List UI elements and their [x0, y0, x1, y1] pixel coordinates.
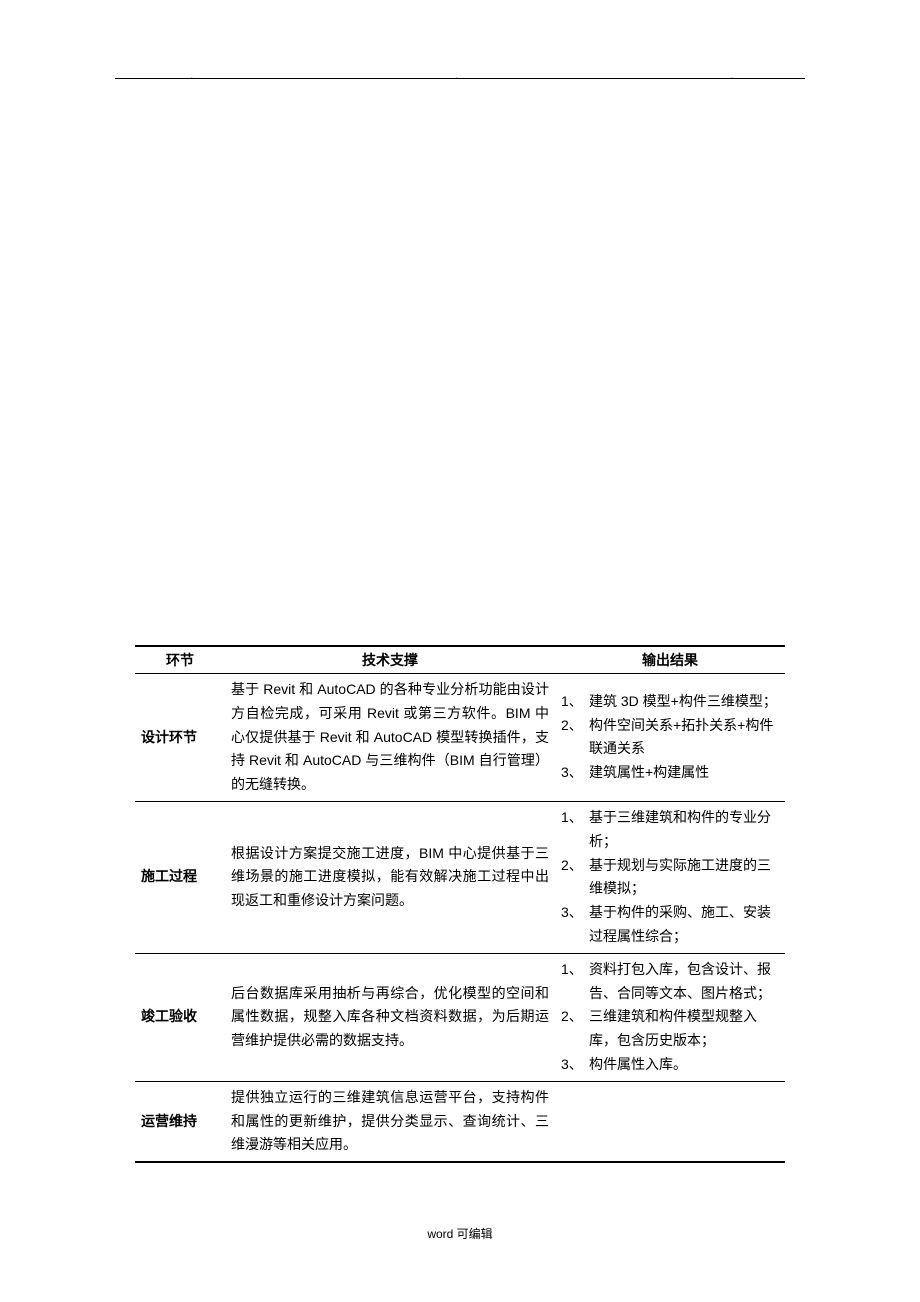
- output-number: 2、: [561, 1005, 589, 1029]
- table-row: 竣工验收后台数据库采用抽析与再综合，优化模型的空间和属性数据，规整入库各种文档资…: [135, 953, 785, 1081]
- list-item: 3、建筑属性+构建属性: [561, 761, 779, 785]
- tech-cell: 根据设计方案提交施工进度，BIM 中心提供基于三维场景的施工进度模拟，能有效解决…: [225, 801, 555, 953]
- output-text: 基于规划与实际施工进度的三维模拟；: [589, 854, 779, 902]
- output-list: 1、基于三维建筑和构件的专业分析；2、基于规划与实际施工进度的三维模拟；3、基于…: [561, 806, 779, 949]
- header-phase: 环节: [135, 646, 225, 674]
- output-cell: 1、资料打包入库，包含设计、报告、合同等文本、图片格式；2、三维建筑和构件模型规…: [555, 953, 785, 1081]
- tech-cell: 后台数据库采用抽析与再综合，优化模型的空间和属性数据，规整入库各种文档资料数据，…: [225, 953, 555, 1081]
- output-number: 3、: [561, 761, 589, 785]
- output-number: 1、: [561, 958, 589, 982]
- output-number: 1、: [561, 806, 589, 830]
- output-text: 基于构件的采购、施工、安装过程属性综合；: [589, 901, 779, 949]
- output-list: 1、资料打包入库，包含设计、报告、合同等文本、图片格式；2、三维建筑和构件模型规…: [561, 958, 779, 1077]
- header-dot-3: .: [730, 68, 733, 82]
- output-number: 3、: [561, 901, 589, 925]
- list-item: 3、构件属性入库。: [561, 1053, 779, 1077]
- output-text: 建筑属性+构建属性: [589, 761, 779, 785]
- output-number: 3、: [561, 1053, 589, 1077]
- list-item: 1、建筑 3D 模型+构件三维模型；: [561, 690, 779, 714]
- output-list: 1、建筑 3D 模型+构件三维模型；2、构件空间关系+拓扑关系+构件联通关系3、…: [561, 690, 779, 785]
- header-tech: 技术支撑: [225, 646, 555, 674]
- list-item: 1、资料打包入库，包含设计、报告、合同等文本、图片格式；: [561, 958, 779, 1006]
- output-text: 资料打包入库，包含设计、报告、合同等文本、图片格式；: [589, 958, 779, 1006]
- output-text: 构件空间关系+拓扑关系+构件联通关系: [589, 714, 779, 762]
- output-text: 基于三维建筑和构件的专业分析；: [589, 806, 779, 854]
- phase-cell: 设计环节: [135, 674, 225, 802]
- tech-cell: 提供独立运行的三维建筑信息运营平台，支持构件和属性的更新维护，提供分类显示、查询…: [225, 1081, 555, 1162]
- phase-cell: 施工过程: [135, 801, 225, 953]
- header-dot-2: .: [455, 68, 458, 82]
- output-number: 2、: [561, 714, 589, 738]
- table-row: 施工过程根据设计方案提交施工进度，BIM 中心提供基于三维场景的施工进度模拟，能…: [135, 801, 785, 953]
- footer-text: word 可编辑: [0, 1225, 920, 1242]
- main-table-container: 环节 技术支撑 输出结果 设计环节基于 Revit 和 AutoCAD 的各种专…: [135, 645, 785, 1163]
- header-output: 输出结果: [555, 646, 785, 674]
- output-text: 建筑 3D 模型+构件三维模型；: [589, 690, 779, 714]
- output-text: 三维建筑和构件模型规整入库，包含历史版本；: [589, 1005, 779, 1053]
- output-cell: [555, 1081, 785, 1162]
- output-cell: 1、建筑 3D 模型+构件三维模型；2、构件空间关系+拓扑关系+构件联通关系3、…: [555, 674, 785, 802]
- phase-cell: 竣工验收: [135, 953, 225, 1081]
- table-row: 设计环节基于 Revit 和 AutoCAD 的各种专业分析功能由设计方自检完成…: [135, 674, 785, 802]
- list-item: 2、三维建筑和构件模型规整入库，包含历史版本；: [561, 1005, 779, 1053]
- output-text: 构件属性入库。: [589, 1053, 779, 1077]
- tech-cell: 基于 Revit 和 AutoCAD 的各种专业分析功能由设计方自检完成，可采用…: [225, 674, 555, 802]
- output-cell: 1、基于三维建筑和构件的专业分析；2、基于规划与实际施工进度的三维模拟；3、基于…: [555, 801, 785, 953]
- output-number: 2、: [561, 854, 589, 878]
- phase-cell: 运营维持: [135, 1081, 225, 1162]
- header-dot-1: .: [190, 68, 193, 82]
- list-item: 2、构件空间关系+拓扑关系+构件联通关系: [561, 714, 779, 762]
- list-item: 1、基于三维建筑和构件的专业分析；: [561, 806, 779, 854]
- table-header-row: 环节 技术支撑 输出结果: [135, 646, 785, 674]
- bim-phases-table: 环节 技术支撑 输出结果 设计环节基于 Revit 和 AutoCAD 的各种专…: [135, 645, 785, 1163]
- list-item: 3、基于构件的采购、施工、安装过程属性综合；: [561, 901, 779, 949]
- header-divider-line: [115, 78, 805, 79]
- list-item: 2、基于规划与实际施工进度的三维模拟；: [561, 854, 779, 902]
- table-row: 运营维持提供独立运行的三维建筑信息运营平台，支持构件和属性的更新维护，提供分类显…: [135, 1081, 785, 1162]
- output-number: 1、: [561, 690, 589, 714]
